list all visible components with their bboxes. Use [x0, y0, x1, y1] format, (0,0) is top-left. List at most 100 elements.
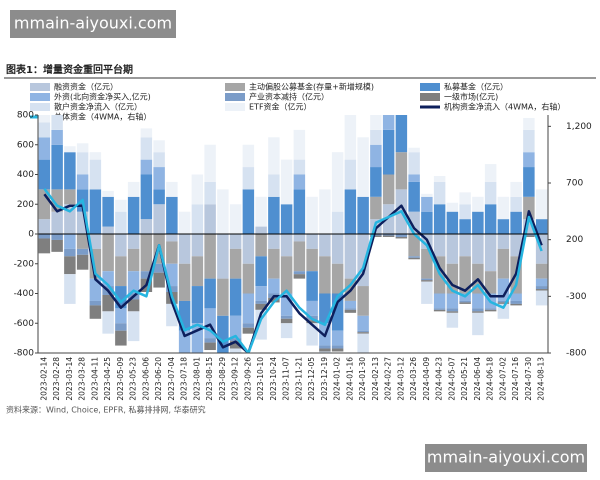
bar — [255, 196, 267, 227]
bar — [395, 236, 408, 239]
bar — [76, 174, 89, 190]
bar — [102, 234, 114, 272]
bar — [319, 234, 331, 257]
legend-swatch — [30, 83, 50, 91]
bar — [370, 115, 382, 130]
bar — [76, 248, 89, 255]
bar — [293, 241, 306, 272]
bar — [89, 248, 102, 279]
bar — [383, 78, 394, 100]
bar — [497, 300, 510, 303]
bar — [433, 308, 446, 310]
x-tick-label: 2023-12-19 — [320, 357, 329, 401]
bar — [357, 332, 369, 334]
bar — [178, 330, 191, 353]
bar — [127, 271, 140, 294]
bar — [51, 239, 63, 252]
bar — [64, 256, 76, 275]
bar — [459, 234, 471, 257]
bar — [76, 143, 89, 153]
bar — [408, 257, 420, 260]
bar — [421, 278, 433, 281]
bar — [268, 234, 280, 249]
bar — [331, 330, 344, 346]
legend-label: 散户资金净流入（亿元） — [54, 102, 142, 112]
bar — [140, 159, 153, 175]
bar — [510, 293, 522, 301]
bar — [306, 234, 318, 249]
bar — [472, 211, 484, 234]
x-tick-label: 2023-11-07 — [282, 357, 291, 401]
legend-label: 主动偏股公募基金(存量+新增规模) — [249, 82, 374, 92]
bar — [408, 174, 420, 182]
bar — [331, 234, 344, 264]
bar — [370, 129, 382, 145]
bar — [421, 211, 433, 234]
bar — [115, 323, 127, 331]
bar — [204, 181, 216, 205]
bar — [382, 234, 395, 236]
bar — [204, 204, 216, 234]
x-tick-label: 2024-05-07 — [447, 357, 456, 401]
bar — [242, 234, 255, 264]
bar — [535, 289, 548, 291]
bar — [523, 129, 535, 153]
bar — [370, 144, 382, 168]
bar — [38, 238, 51, 254]
bar — [331, 345, 344, 349]
bar — [191, 174, 204, 205]
bar — [446, 211, 459, 234]
bar — [255, 256, 267, 287]
legend-label: 总体资金（4WMA，右轴） — [54, 112, 151, 122]
bar — [115, 330, 127, 346]
legend-swatch — [225, 103, 245, 111]
x-tick-label: 2023-03-14 — [65, 357, 74, 401]
bar — [89, 234, 102, 249]
bar — [472, 312, 484, 336]
bar — [38, 234, 51, 239]
bar — [178, 300, 191, 331]
bar — [293, 274, 306, 279]
bar — [357, 196, 369, 234]
bar — [382, 204, 395, 234]
bar — [396, 63, 407, 70]
bar — [166, 181, 178, 197]
legend-swatch — [225, 83, 245, 91]
bar — [523, 167, 535, 197]
bar — [293, 234, 306, 242]
y-tick-label: -400 — [14, 289, 35, 299]
bar — [510, 303, 522, 306]
bar — [51, 211, 63, 234]
bar — [484, 181, 497, 205]
bar — [102, 190, 114, 197]
bar — [331, 263, 344, 294]
bar — [76, 254, 89, 270]
bar — [497, 302, 510, 304]
bar — [344, 189, 357, 234]
bar — [293, 271, 306, 275]
chart-title: 图表1：增量资金重回平台期 — [6, 63, 133, 76]
bar — [510, 181, 522, 197]
watermark-box — [10, 10, 176, 38]
bar — [280, 323, 293, 339]
bar — [280, 318, 293, 324]
bar — [535, 219, 548, 234]
bar — [64, 234, 76, 249]
x-tick-label: 2024-01-02 — [333, 357, 342, 401]
bar — [472, 293, 484, 309]
bar — [497, 278, 510, 301]
bar — [64, 248, 76, 257]
x-tick-label: 2024-06-18 — [486, 357, 495, 401]
x-tick-label: 2024-02-27 — [384, 357, 393, 401]
bar — [459, 192, 471, 205]
bar — [64, 274, 76, 304]
bar — [523, 196, 535, 220]
bar — [178, 263, 191, 301]
legend-label: 融资资金（亿元） — [54, 82, 118, 92]
bar — [166, 234, 178, 242]
bar — [446, 293, 459, 309]
bar — [344, 308, 357, 310]
bar — [229, 338, 242, 342]
x-tick-label: 2024-03-12 — [396, 357, 405, 401]
